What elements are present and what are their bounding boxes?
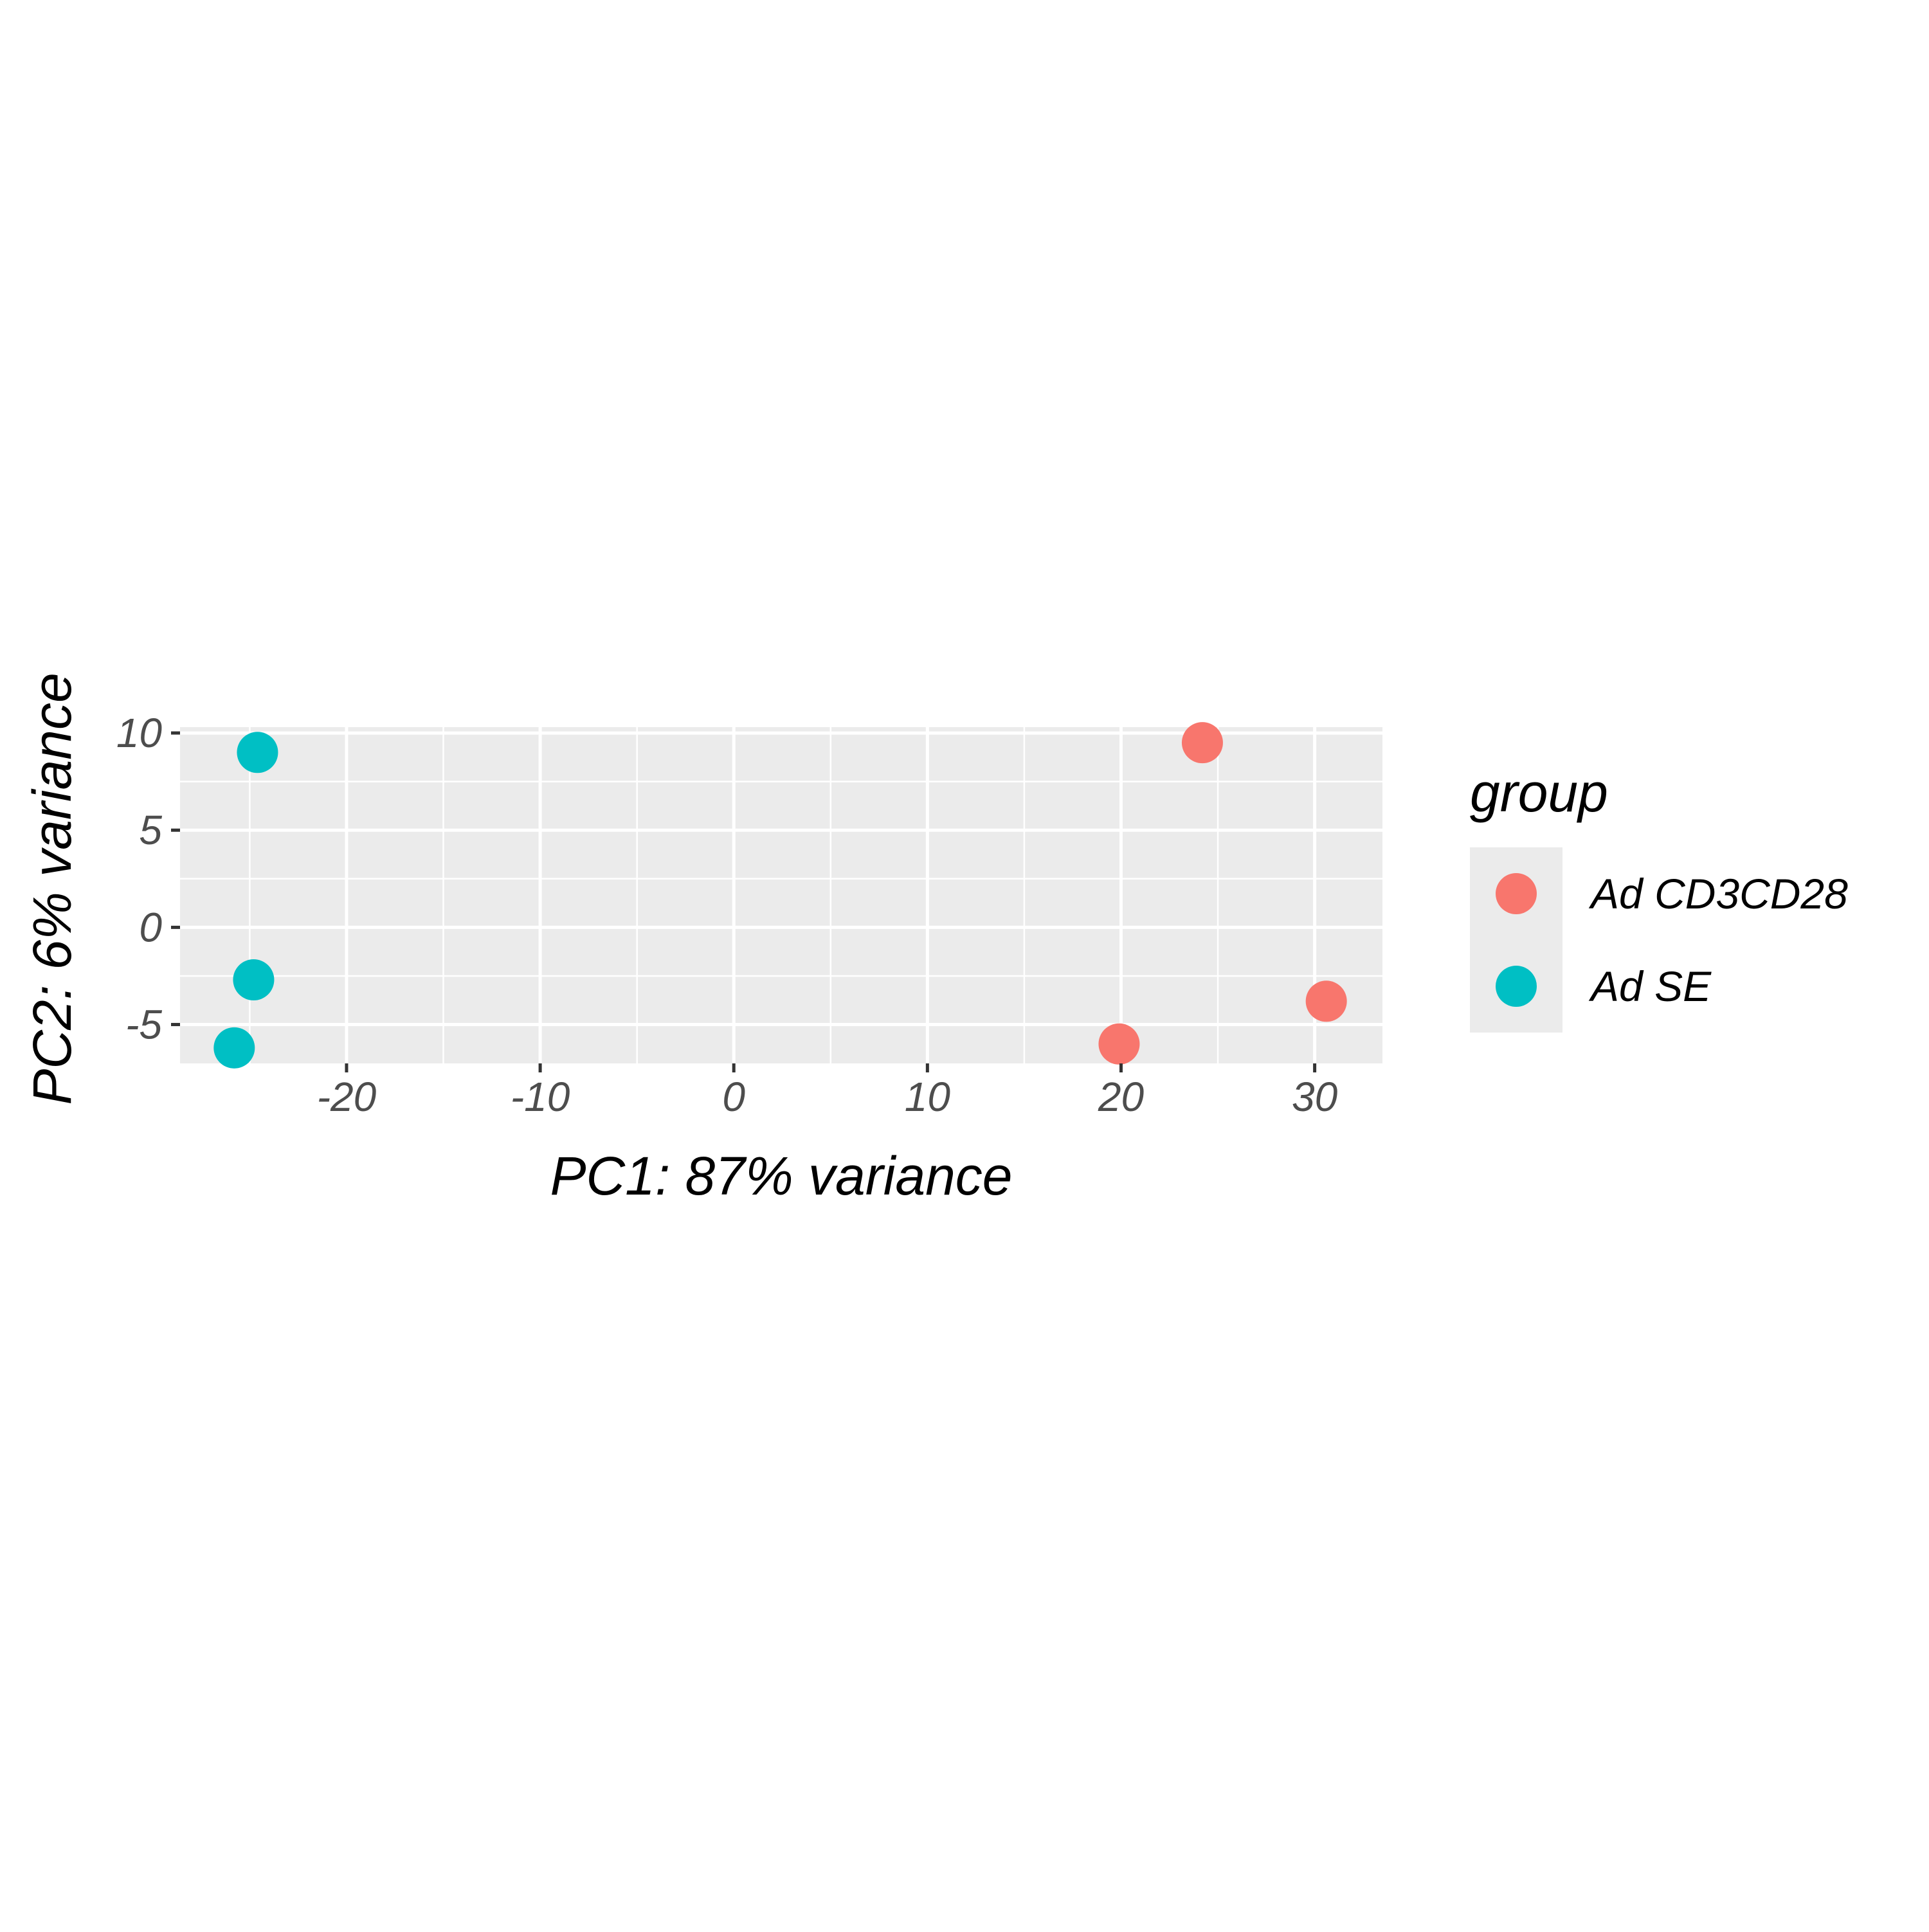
- plot-panel: [180, 727, 1382, 1063]
- data-point-ad-cd3cd28: [1181, 722, 1223, 764]
- axes: -20 -10 0 10 20 30 -5 0 5 10: [116, 710, 1338, 1120]
- legend-label: Ad SE: [1588, 962, 1712, 1010]
- legend: group Ad CD3CD28 Ad SE: [1470, 763, 1848, 1033]
- data-point-ad-se: [237, 732, 278, 773]
- y-tick-label: -5: [125, 1002, 162, 1048]
- panel-background: [180, 727, 1382, 1063]
- x-tick-label: 20: [1098, 1074, 1145, 1120]
- grid-lines: [180, 727, 1382, 1063]
- y-axis-title: PC2: 6% variance: [22, 673, 82, 1105]
- data-point-ad-cd3cd28: [1305, 980, 1347, 1022]
- legend-title: group: [1470, 763, 1608, 823]
- x-tick-label: 0: [722, 1074, 745, 1120]
- legend-label: Ad CD3CD28: [1588, 870, 1848, 917]
- x-tick-label: -10: [511, 1074, 570, 1120]
- legend-key-ad-se: [1496, 966, 1537, 1007]
- y-tick-label: 5: [139, 807, 162, 853]
- x-tick-label: -20: [317, 1074, 377, 1120]
- data-point-ad-se: [213, 1027, 255, 1069]
- y-tick-label: 0: [139, 904, 162, 950]
- x-axis-title: PC1: 87% variance: [550, 1146, 1012, 1206]
- data-points: [213, 722, 1347, 1069]
- data-point-ad-cd3cd28: [1098, 1023, 1140, 1065]
- legend-key-ad-cd3cd28: [1496, 873, 1537, 914]
- x-tick-label: 30: [1292, 1074, 1338, 1120]
- data-point-ad-se: [233, 959, 275, 1001]
- y-tick-label: 10: [116, 710, 163, 756]
- x-tick-label: 10: [905, 1074, 951, 1120]
